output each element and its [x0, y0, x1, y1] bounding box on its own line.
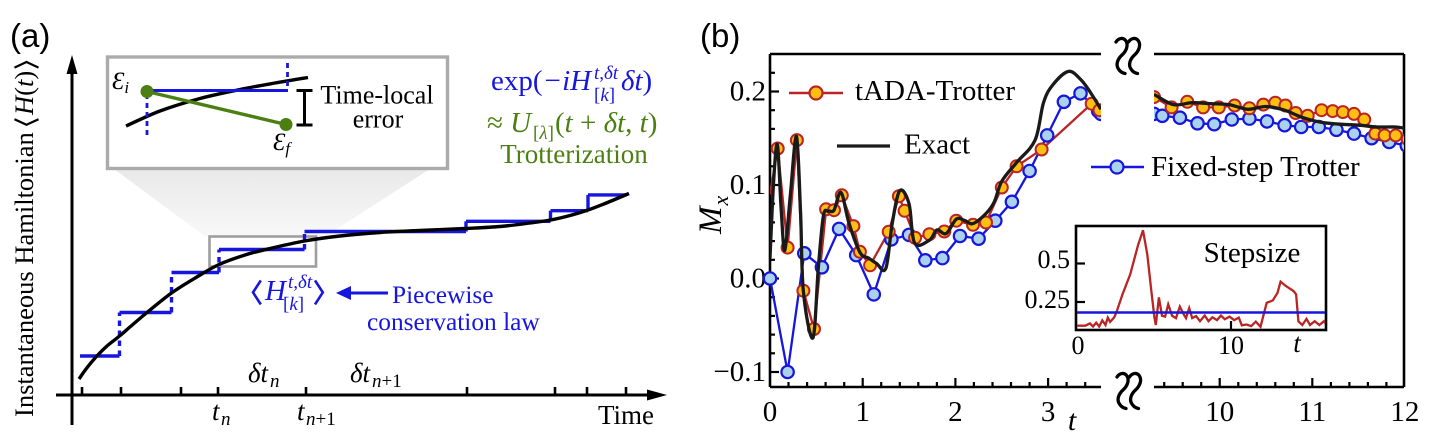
svg-text:0.25: 0.25	[1025, 285, 1071, 314]
svg-text:t: t	[297, 396, 306, 426]
svg-text:10: 10	[1205, 396, 1234, 428]
svg-text:3: 3	[1041, 396, 1056, 428]
svg-text:[k]: [k]	[283, 294, 304, 315]
svg-text:M: M	[693, 205, 729, 235]
svg-text:Trotterization: Trotterization	[500, 139, 648, 169]
svg-text:2: 2	[948, 396, 963, 428]
svg-text:Exact: Exact	[904, 129, 970, 161]
svg-text:12: 12	[1390, 396, 1419, 428]
svg-text:[λ]: [λ]	[533, 123, 554, 144]
svg-text:tADA-Trotter: tADA-Trotter	[855, 75, 1015, 107]
svg-text:H(t): H(t)	[9, 71, 39, 116]
svg-text:n: n	[221, 409, 231, 430]
svg-text:error: error	[353, 105, 404, 134]
svg-text:t: t	[212, 396, 221, 426]
svg-text:n+1: n+1	[306, 409, 336, 430]
svg-text:Stepsize: Stepsize	[1204, 237, 1301, 269]
svg-text:exp(−iH: exp(−iH	[491, 65, 593, 97]
svg-text:t,δt: t,δt	[288, 272, 313, 293]
svg-text:t: t	[1068, 404, 1077, 437]
svg-text:0: 0	[763, 396, 778, 428]
svg-text:11: 11	[1298, 396, 1326, 428]
svg-text:Time: Time	[598, 400, 654, 430]
svg-text:0.5: 0.5	[1038, 245, 1071, 274]
svg-text:δt: δt	[248, 358, 270, 388]
svg-text:n: n	[270, 371, 280, 392]
svg-text:Instantaneous Hamiltonian: Instantaneous Hamiltonian	[9, 132, 39, 417]
svg-text:t: t	[1293, 328, 1302, 358]
svg-text:1: 1	[855, 396, 870, 428]
svg-text:(t + δt, t): (t + δt, t)	[555, 107, 657, 139]
svg-text:0.1: 0.1	[730, 169, 766, 201]
svg-text:n+1: n+1	[372, 371, 402, 392]
svg-text:Time-local: Time-local	[320, 81, 433, 110]
svg-text:[k]: [k]	[594, 85, 615, 106]
svg-text:−0.1: −0.1	[713, 356, 766, 388]
svg-text:0: 0	[1072, 331, 1085, 360]
svg-text:t,δt: t,δt	[594, 63, 619, 84]
svg-text:(b): (b)	[700, 17, 740, 54]
svg-text:Piecewise: Piecewise	[392, 281, 494, 309]
svg-text:δt: δt	[350, 358, 372, 388]
svg-text:x: x	[708, 196, 733, 207]
svg-text:0.0: 0.0	[730, 263, 766, 295]
svg-text:(a): (a)	[10, 17, 50, 54]
svg-text:≈ U: ≈ U	[487, 107, 533, 139]
svg-text:conservation law: conservation law	[367, 308, 540, 336]
svg-text:Fixed-step Trotter: Fixed-step Trotter	[1151, 151, 1360, 183]
svg-text:δt): δt)	[621, 65, 652, 97]
svg-text:0.2: 0.2	[730, 76, 766, 108]
svg-text:H: H	[264, 275, 288, 307]
svg-text:10: 10	[1218, 331, 1244, 360]
